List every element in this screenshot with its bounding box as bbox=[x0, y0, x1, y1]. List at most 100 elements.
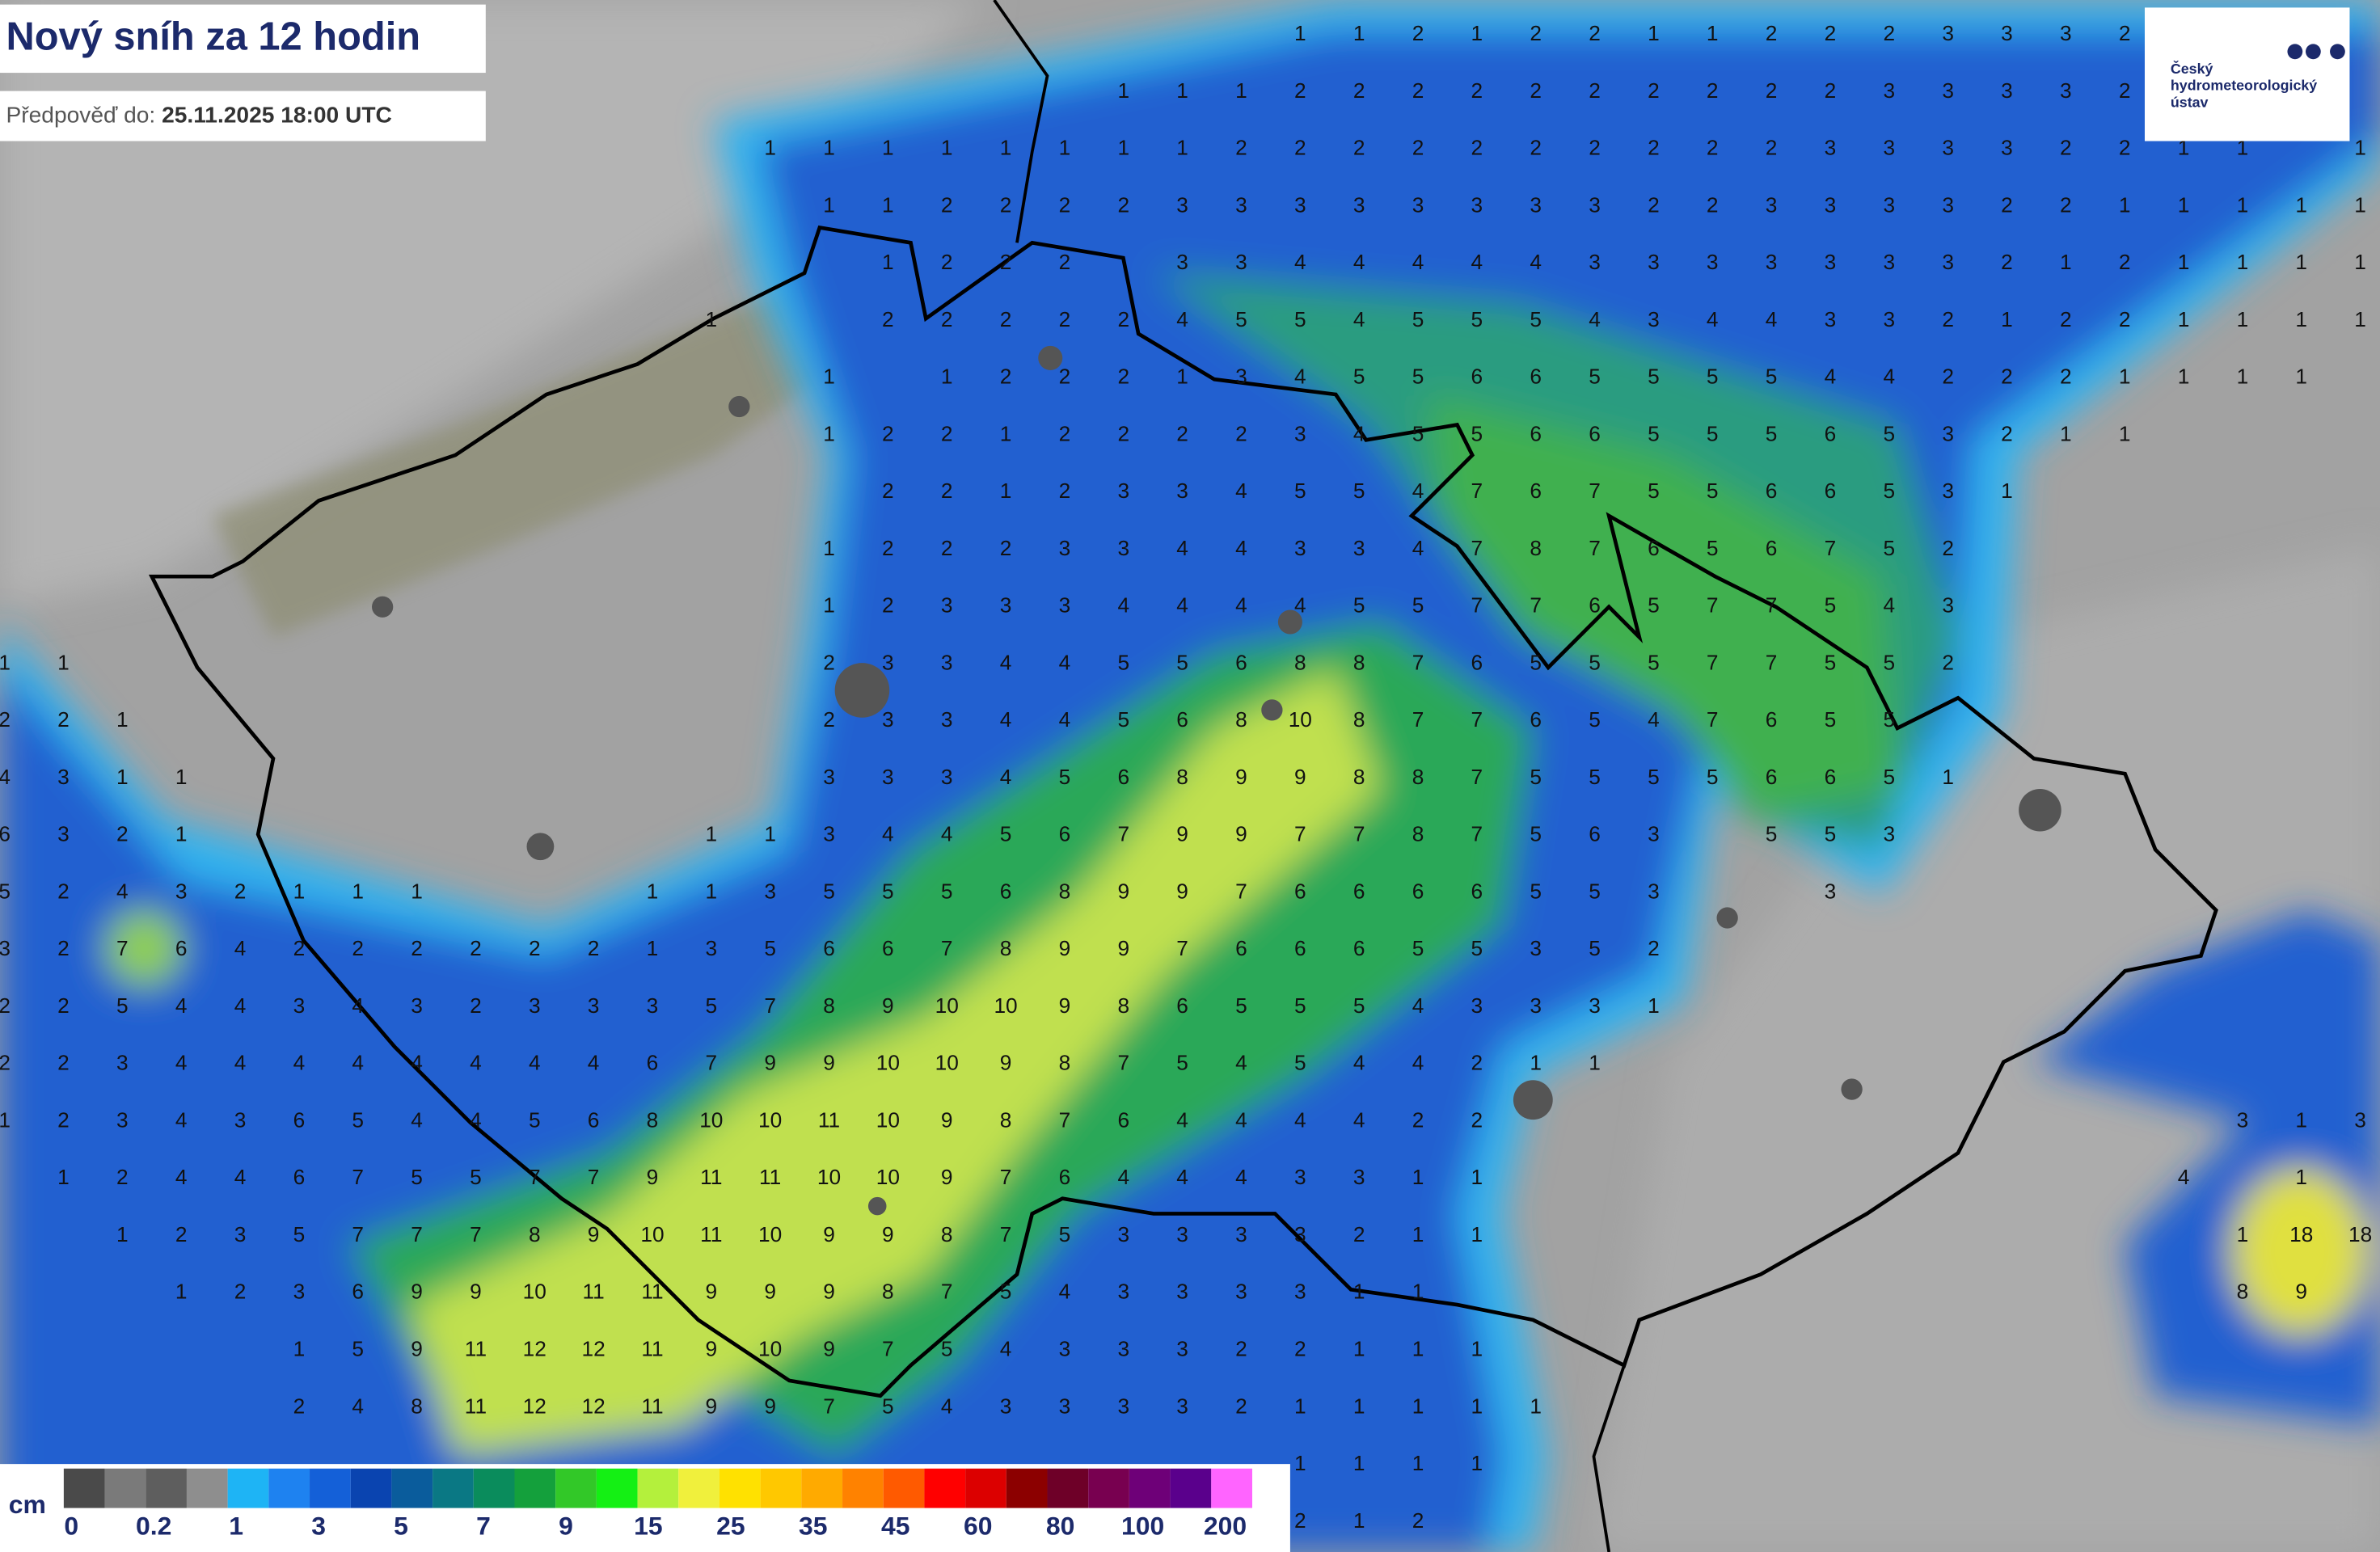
city bbox=[526, 833, 555, 861]
grid-value: 1 bbox=[1530, 1394, 1542, 1418]
grid-value: 3 bbox=[1059, 593, 1071, 618]
grid-value: 9 bbox=[706, 1337, 718, 1361]
grid-value: 2 bbox=[1000, 307, 1012, 331]
grid-value: 2 bbox=[1471, 78, 1483, 103]
grid-value: 10 bbox=[876, 1051, 900, 1075]
grid-value: 4 bbox=[470, 1107, 482, 1132]
grid-value: 2 bbox=[1766, 136, 1778, 160]
grid-value: 4 bbox=[1294, 1107, 1306, 1132]
grid-value: 4 bbox=[1707, 307, 1719, 331]
grid-value: 3 bbox=[1942, 593, 1954, 618]
grid-value: 5 bbox=[1412, 365, 1424, 389]
grid-value: 7 bbox=[1707, 650, 1719, 674]
grid-value: 9 bbox=[764, 1051, 776, 1075]
legend-swatch bbox=[1088, 1468, 1129, 1508]
grid-value: 1 bbox=[2119, 421, 2131, 445]
grid-value: 2 bbox=[1589, 78, 1601, 103]
grid-value: 2 bbox=[882, 307, 894, 331]
grid-value: 1 bbox=[1117, 136, 1129, 160]
grid-value: 2 bbox=[1883, 21, 1895, 45]
grid-value: 9 bbox=[588, 1222, 600, 1246]
grid-value: 1 bbox=[1471, 1222, 1483, 1246]
grid-value: 8 bbox=[1117, 993, 1129, 1018]
grid-value: 3 bbox=[1235, 365, 1247, 389]
grid-value: 7 bbox=[1412, 650, 1424, 674]
grid-value: 5 bbox=[1766, 421, 1778, 445]
grid-value: 2 bbox=[941, 192, 953, 217]
forecast-time: 25.11.2025 18:00 UTC bbox=[162, 103, 392, 128]
grid-value: 1 bbox=[116, 1222, 129, 1246]
grid-value: 6 bbox=[1471, 879, 1483, 903]
grid-value: 2 bbox=[1235, 1337, 1247, 1361]
grid-value: 4 bbox=[1294, 365, 1306, 389]
grid-value: 5 bbox=[1766, 822, 1778, 846]
grid-value: 1 bbox=[2178, 136, 2190, 160]
grid-value: 6 bbox=[1353, 879, 1365, 903]
grid-value: 3 bbox=[1117, 1394, 1129, 1418]
grid-value: 11 bbox=[582, 1280, 604, 1304]
logo-line: hydrometeorologický bbox=[2171, 78, 2317, 94]
grid-value: 2 bbox=[2119, 136, 2131, 160]
grid-value: 1 bbox=[411, 879, 423, 903]
grid-value: 1 bbox=[823, 593, 835, 618]
grid-value: 1 bbox=[1412, 1337, 1424, 1361]
grid-value: 2 bbox=[1648, 936, 1660, 960]
grid-value: 2 bbox=[1059, 479, 1071, 503]
grid-value: 4 bbox=[1412, 479, 1424, 503]
grid-value: 1 bbox=[2178, 192, 2190, 217]
grid-value: 5 bbox=[823, 879, 835, 903]
logo-box bbox=[2144, 7, 2350, 141]
grid-value: 3 bbox=[2060, 21, 2072, 45]
grid-value: 9 bbox=[882, 993, 894, 1018]
grid-value: 6 bbox=[1353, 936, 1365, 960]
grid-value: 3 bbox=[57, 765, 70, 789]
grid-value: 3 bbox=[1530, 993, 1542, 1018]
grid-value: 2 bbox=[823, 650, 835, 674]
grid-value: 7 bbox=[1000, 1222, 1012, 1246]
grid-value: 3 bbox=[1176, 479, 1188, 503]
grid-value: 3 bbox=[1117, 536, 1129, 560]
grid-value: 1 bbox=[823, 192, 835, 217]
grid-value: 2 bbox=[2119, 250, 2131, 274]
grid-value: 5 bbox=[1000, 1280, 1012, 1304]
grid-value: 4 bbox=[470, 1051, 482, 1075]
grid-value: 3 bbox=[1176, 1280, 1188, 1304]
legend-swatch bbox=[1047, 1468, 1089, 1508]
grid-value: 2 bbox=[411, 936, 423, 960]
grid-value: 5 bbox=[1589, 936, 1601, 960]
grid-value: 2 bbox=[116, 822, 129, 846]
grid-value: 3 bbox=[175, 879, 188, 903]
grid-value: 1 bbox=[2295, 250, 2307, 274]
legend-swatch bbox=[227, 1468, 269, 1508]
grid-value: 2 bbox=[882, 593, 894, 618]
grid-value: 2 bbox=[1117, 365, 1129, 389]
logo-dot bbox=[2287, 44, 2303, 60]
grid-value: 10 bbox=[523, 1280, 546, 1304]
grid-value: 1 bbox=[941, 365, 953, 389]
grid-value: 7 bbox=[529, 1165, 541, 1189]
grid-value: 5 bbox=[352, 1107, 364, 1132]
legend-tick-label: 9 bbox=[559, 1511, 573, 1540]
grid-value: 3 bbox=[1059, 536, 1071, 560]
grid-value: 3 bbox=[2001, 78, 2013, 103]
grid-value: 2 bbox=[293, 936, 306, 960]
city bbox=[2019, 788, 2061, 832]
grid-value: 3 bbox=[1883, 307, 1895, 331]
grid-value: 4 bbox=[411, 1051, 423, 1075]
legend-swatch bbox=[514, 1468, 556, 1508]
grid-value: 5 bbox=[1707, 536, 1719, 560]
grid-value: 5 bbox=[1471, 307, 1483, 331]
grid-value: 5 bbox=[1530, 650, 1542, 674]
grid-value: 8 bbox=[823, 993, 835, 1018]
grid-value: 2 bbox=[1530, 136, 1542, 160]
grid-value: 3 bbox=[1648, 879, 1660, 903]
grid-value: 4 bbox=[1059, 1280, 1071, 1304]
grid-value: 5 bbox=[1648, 765, 1660, 789]
grid-value: 2 bbox=[1707, 136, 1719, 160]
grid-value: 5 bbox=[1589, 765, 1601, 789]
grid-value: 2 bbox=[1412, 78, 1424, 103]
grid-value: 2 bbox=[1707, 192, 1719, 217]
grid-value: 5 bbox=[1707, 479, 1719, 503]
grid-value: 5 bbox=[1883, 765, 1895, 789]
grid-value: 1 bbox=[1530, 1051, 1542, 1075]
